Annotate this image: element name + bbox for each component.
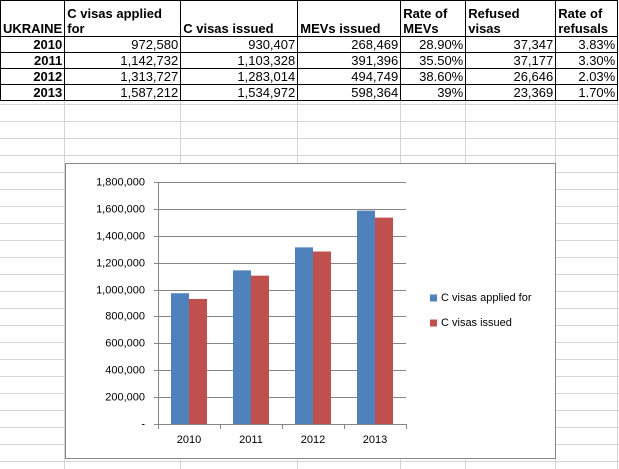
y-tick-label: 1,000,000: [96, 284, 145, 296]
value-cell: 23,369: [465, 84, 557, 101]
x-tick-label: 2011: [239, 434, 263, 446]
y-tick-label: 600,000: [105, 337, 145, 349]
y-tick-label: 200,000: [105, 391, 145, 403]
legend-label: C visas issued: [441, 317, 512, 329]
value-cell: 1,283,014: [180, 68, 299, 85]
bar: [189, 298, 207, 424]
x-tick-label: 2012: [301, 434, 325, 446]
header-cell: Refused visas: [465, 0, 557, 37]
y-tick-label: -: [141, 418, 145, 430]
year-cell: 2011: [0, 52, 66, 69]
bar: [357, 210, 375, 424]
x-tick-label: 2010: [177, 434, 201, 446]
y-tick-label: 1,200,000: [96, 257, 145, 269]
y-tick-label: 1,600,000: [96, 203, 145, 215]
y-tick-label: 1,800,000: [96, 176, 145, 188]
header-cell: Rate of MEVs: [400, 0, 467, 37]
header-cell: MEVs issued: [297, 0, 402, 37]
legend-label: C visas applied for: [441, 292, 532, 304]
table-row: 2012 1,313,727 1,283,014 494,749 38.60% 26,64…: [0, 68, 619, 85]
bar: [313, 251, 331, 424]
value-cell: 391,396: [297, 52, 402, 69]
value-cell: 2.03%: [555, 68, 619, 85]
legend-swatch: [430, 294, 437, 302]
x-tick-label: 2013: [363, 434, 387, 446]
header-cell: Rate of refusals: [555, 0, 619, 37]
y-tick-label: 400,000: [105, 364, 145, 376]
value-cell: 1,534,972: [180, 84, 299, 101]
table-row: 2011 1,142,732 1,103,328 391,396 35.50% 37,17…: [0, 52, 619, 69]
bar: [233, 270, 251, 424]
y-tick-label: 800,000: [105, 310, 145, 322]
y-tick-label: 1,400,000: [96, 230, 145, 242]
header-cell: UKRAINE: [0, 0, 66, 37]
bar: [171, 293, 189, 424]
year-cell: 2010: [0, 36, 66, 53]
value-cell: 598,364: [297, 84, 402, 101]
year-cell: 2013: [0, 84, 66, 101]
value-cell: 1,587,212: [64, 84, 182, 101]
table-row: 2010 972,580 930,407 268,469 28.90% 37,347 3.8…: [0, 36, 619, 53]
bar: [295, 247, 313, 424]
value-cell: 1.70%: [555, 84, 619, 101]
bar: [375, 217, 393, 424]
legend-swatch: [430, 319, 437, 327]
bar: [251, 275, 269, 424]
data-table: UKRAINE C visas applied for C visas issued…: [0, 0, 619, 101]
header-cell: C visas issued: [180, 0, 299, 37]
value-cell: 39%: [400, 84, 467, 101]
table-row: 2013 1,587,212 1,534,972 598,364 39% 23,369 1.…: [0, 84, 619, 101]
